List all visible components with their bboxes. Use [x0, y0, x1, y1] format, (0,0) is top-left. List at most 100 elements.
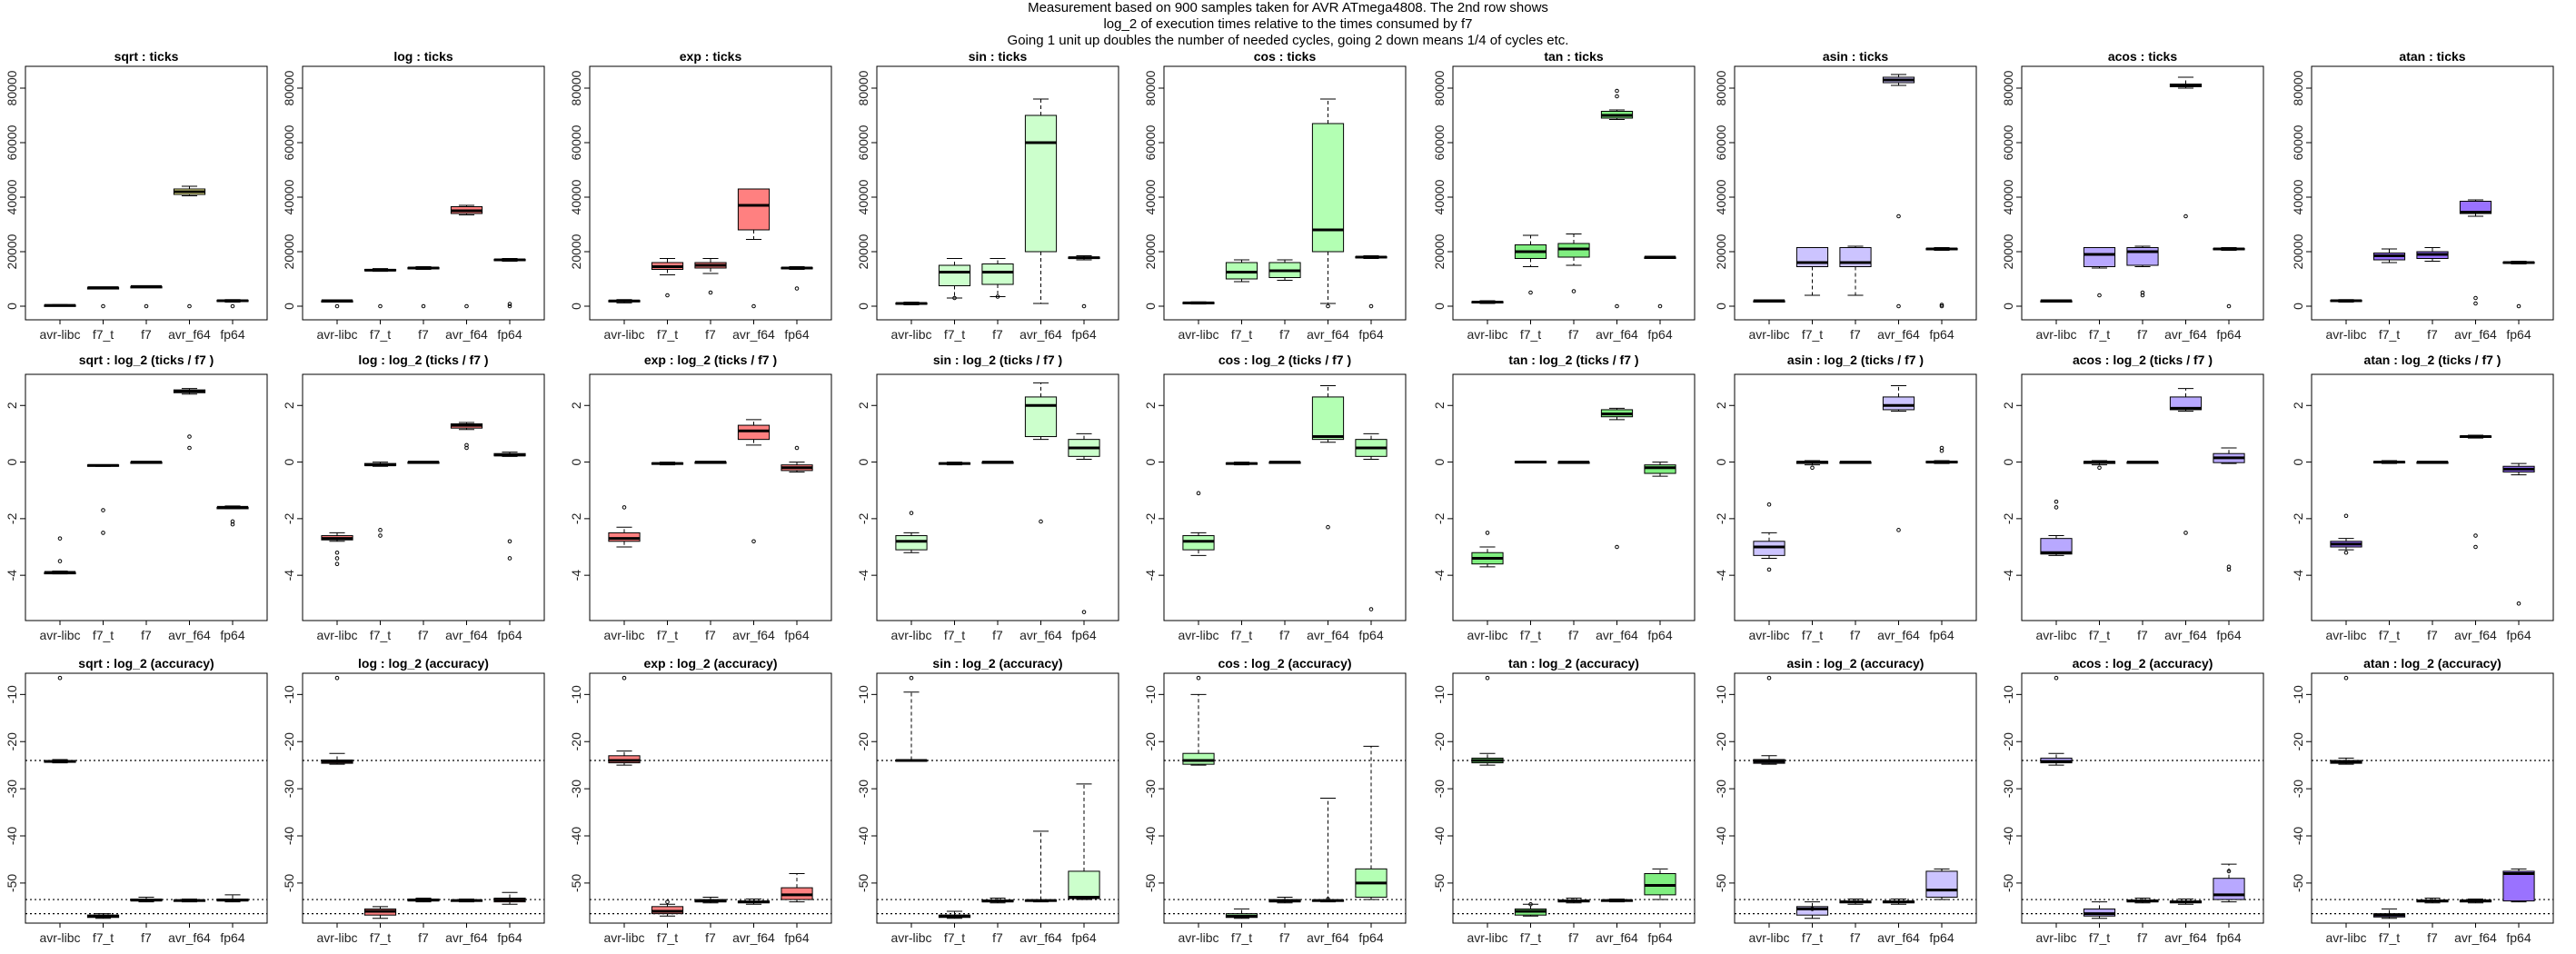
- x-tick-label: f7_t: [2089, 327, 2110, 342]
- y-tick-label: -4: [2291, 570, 2305, 581]
- x-tick-label: f7_t: [1802, 327, 1823, 342]
- box-avr-libc: [1471, 300, 1504, 304]
- box-fp64: [2502, 462, 2535, 476]
- x-tick-label: fp64: [1929, 930, 1954, 945]
- plot-frame: [1452, 373, 1696, 621]
- y-tick-label: -30: [569, 780, 583, 798]
- x-tick-label: avr-libc: [2035, 327, 2076, 342]
- x-tick-label: f7_t: [93, 327, 114, 342]
- panel-title: log : log_2 (ticks / f7 ): [358, 353, 488, 367]
- box-avr_f64: [1882, 899, 1915, 905]
- box-avr_f64: [1311, 98, 1345, 304]
- box-f7: [1268, 259, 1301, 281]
- x-tick-label: avr-libc: [890, 628, 931, 642]
- y-tick-label: 20000: [1714, 234, 1728, 269]
- y-tick-label: -30: [1714, 780, 1728, 798]
- y-tick-label: 0: [5, 458, 19, 465]
- box-avr_f64: [2169, 899, 2203, 905]
- panel-atan-row-1: atan : ticks 0 20000 40000 60000 80000 avr-lib…: [2291, 49, 2554, 342]
- box-fp64: [216, 894, 249, 903]
- y-tick-label: 80000: [282, 70, 296, 105]
- x-tick-label: fp64: [2506, 327, 2531, 342]
- outlier-point: [1896, 303, 1901, 309]
- x-tick-label: avr_f64: [732, 327, 775, 342]
- y-tick-label: -10: [569, 685, 583, 703]
- y-tick-label: 20000: [2291, 234, 2305, 269]
- plot-frame: [302, 672, 545, 924]
- outlier-point: [507, 556, 512, 561]
- box-f7: [2126, 461, 2159, 464]
- y-tick-label: 2: [1714, 402, 1728, 409]
- plot-frame: [2021, 65, 2264, 321]
- panel-title: sin : ticks: [969, 49, 1028, 64]
- panel-title: asin : log_2 (ticks / f7 ): [1787, 353, 1924, 367]
- outlier-point: [2140, 290, 2145, 295]
- y-tick-label: -2: [5, 512, 19, 524]
- y-tick-label: 0: [282, 303, 296, 310]
- box-f7: [2416, 247, 2449, 262]
- y-tick-label: 80000: [569, 70, 583, 105]
- y-tick-label: -40: [282, 827, 296, 845]
- outlier-point: [1939, 303, 1944, 307]
- outlier-point: [57, 536, 63, 541]
- box-f7_t: [2372, 460, 2406, 464]
- x-tick-label: avr-libc: [1467, 327, 1507, 342]
- box-body: [2126, 247, 2159, 266]
- box-fp64: [781, 873, 813, 903]
- box-avr_f64: [737, 899, 771, 905]
- plot-frame: [25, 65, 268, 321]
- y-tick-label: 40000: [569, 179, 583, 214]
- y-tick-label: -20: [1714, 732, 1728, 750]
- page-header: Measurement based on 900 samples taken f…: [0, 0, 2576, 60]
- y-tick-label: 0: [1714, 458, 1728, 465]
- y-tick-label: 2: [5, 402, 19, 409]
- box-f7_t: [938, 258, 971, 299]
- outlier-point: [1939, 303, 1944, 309]
- box-avr_f64: [1882, 74, 1915, 86]
- box-avr_f64: [737, 188, 771, 240]
- panel-sin-row-2: sin : log_2 (ticks / f7 ) -4 -2 0 2 avr-libc f…: [856, 353, 1119, 642]
- x-tick-label: f7: [2427, 327, 2438, 342]
- y-tick-label: -40: [1143, 827, 1158, 845]
- y-tick-label: 20000: [282, 234, 296, 269]
- y-tick-label: 60000: [282, 124, 296, 160]
- box-f7_t: [1225, 908, 1258, 919]
- x-tick-label: f7: [2427, 628, 2438, 642]
- panel-exp-row-3: exp : log_2 (accuracy) -10 -20 -30 -40 -50 avr…: [569, 656, 832, 945]
- x-tick-label: avr-libc: [2325, 628, 2366, 642]
- outlier-point: [2473, 295, 2478, 301]
- plot-frame: [876, 373, 1119, 621]
- panel-title: atan : ticks: [2399, 49, 2465, 64]
- y-tick-label: -4: [1432, 570, 1447, 581]
- box-fp64: [1925, 460, 1958, 464]
- outlier-point: [378, 303, 383, 309]
- x-tick-label: fp64: [1929, 628, 1954, 642]
- box-avr-libc: [1753, 755, 1785, 765]
- x-tick-label: avr_f64: [1877, 327, 1920, 342]
- box-avr-libc: [2040, 535, 2073, 556]
- box-body: [737, 188, 771, 231]
- y-tick-label: -20: [569, 732, 583, 750]
- box-body: [2040, 538, 2073, 555]
- outlier-point: [144, 303, 149, 309]
- box-body: [1024, 396, 1058, 438]
- x-tick-label: avr-libc: [1748, 930, 1789, 945]
- outlier-point: [101, 508, 105, 512]
- plot-frame: [302, 373, 545, 621]
- box-f7_t: [2083, 247, 2116, 269]
- panel-log-row-2: log : log_2 (ticks / f7 ) -4 -2 0 2 avr-libc f…: [282, 353, 545, 642]
- box-body: [2502, 870, 2535, 902]
- x-tick-label: avr-libc: [890, 930, 931, 945]
- outlier-point: [794, 445, 800, 451]
- outlier-point: [622, 505, 627, 510]
- panel-cos-row-3: cos : log_2 (accuracy) -10 -20 -30 -40 -50 avr…: [1143, 656, 1407, 945]
- x-tick-label: f7: [1850, 628, 1861, 642]
- header-line-3: Going 1 unit up doubles the number of ne…: [1007, 33, 1569, 48]
- x-tick-label: f7: [418, 628, 429, 642]
- x-tick-label: f7_t: [370, 930, 391, 945]
- y-tick-label: 60000: [2291, 124, 2305, 160]
- box-avr_f64: [173, 388, 206, 395]
- outlier-point: [187, 303, 192, 309]
- box-avr-libc: [2040, 752, 2073, 766]
- x-tick-label: avr_f64: [1019, 628, 1062, 642]
